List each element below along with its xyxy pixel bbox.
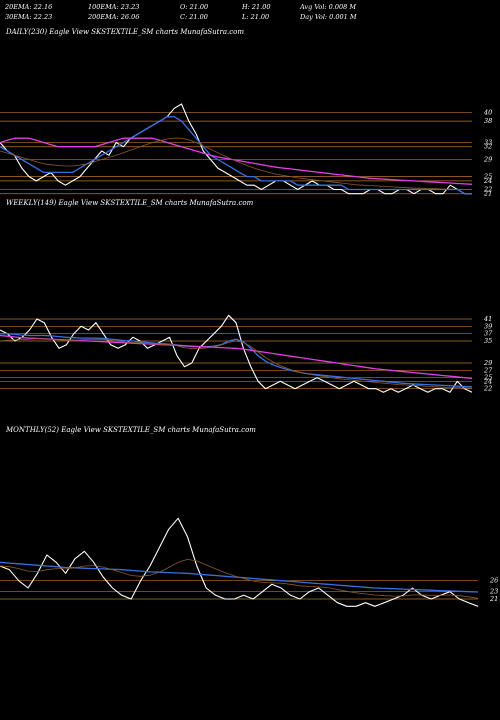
header-ema30: 30EMA: 22.23 bbox=[5, 13, 53, 21]
weekly-ema-brown-line bbox=[0, 338, 473, 389]
monthly-price-line bbox=[0, 517, 479, 607]
weekly-tick-label: 29 bbox=[483, 359, 492, 367]
weekly-ema-blue-line bbox=[0, 333, 473, 388]
daily-tick-label: 40 bbox=[483, 109, 492, 117]
weekly-panel-label: WEEKLY(149) Eagle View SKSTEXTILE_SM cha… bbox=[6, 199, 254, 207]
monthly-tick-label: 23 bbox=[489, 588, 498, 596]
weekly-tick-label: 25 bbox=[483, 374, 492, 382]
header-avg-vol: Avg Vol: 0.008 M bbox=[300, 3, 357, 11]
daily-tick-label: 21 bbox=[483, 190, 492, 198]
monthly-ema-brown-line bbox=[0, 559, 479, 599]
weekly-tick-label: 39 bbox=[484, 322, 492, 330]
monthly-tick-label: 21 bbox=[489, 595, 498, 603]
daily-tick-label: 38 bbox=[484, 117, 492, 125]
daily-ema-blue-line bbox=[0, 116, 472, 195]
weekly-tick-label: 22 bbox=[483, 385, 492, 393]
monthly-tick-label: 26 bbox=[489, 577, 498, 585]
monthly-panel-label: MONTHLY(52) Eagle View SKSTEXTILE_SM cha… bbox=[6, 426, 256, 434]
daily-ema-brown-line bbox=[0, 137, 472, 190]
header-ema20: 20EMA: 22.16 bbox=[5, 3, 53, 11]
header-ema200: 200EMA: 26.06 bbox=[88, 13, 140, 21]
weekly-ema-magenta-line bbox=[0, 334, 473, 380]
header-ema100: 100EMA: 23.23 bbox=[88, 3, 140, 11]
weekly-tick-label: 37 bbox=[484, 330, 493, 338]
header-open: O: 21.00 bbox=[180, 3, 209, 11]
daily-tick-label: 24 bbox=[483, 177, 492, 185]
weekly-tick-label: 27 bbox=[483, 366, 493, 374]
header-high: H: 21.00 bbox=[242, 3, 271, 11]
weekly-price-line bbox=[0, 314, 473, 393]
header-day-vol: Day Vol: 0.001 M bbox=[300, 13, 357, 21]
weekly-tick-label: 35 bbox=[484, 337, 492, 345]
header-low: L: 21.00 bbox=[242, 13, 270, 21]
weekly-tick-label: 41 bbox=[483, 315, 492, 323]
daily-tick-label: 33 bbox=[484, 138, 492, 146]
header-close: C: 21.00 bbox=[180, 13, 208, 21]
daily-panel-label: DAILY(230) Eagle View SKSTEXTILE_SM char… bbox=[6, 28, 244, 36]
daily-tick-label: 32 bbox=[484, 143, 492, 151]
daily-price-line bbox=[0, 103, 472, 195]
daily-tick-label: 22 bbox=[483, 185, 492, 193]
weekly-tick-label: 24 bbox=[483, 377, 492, 385]
daily-tick-label: 25 bbox=[483, 173, 492, 181]
daily-ema-magenta-line bbox=[0, 137, 473, 185]
daily-tick-label: 29 bbox=[483, 156, 492, 164]
